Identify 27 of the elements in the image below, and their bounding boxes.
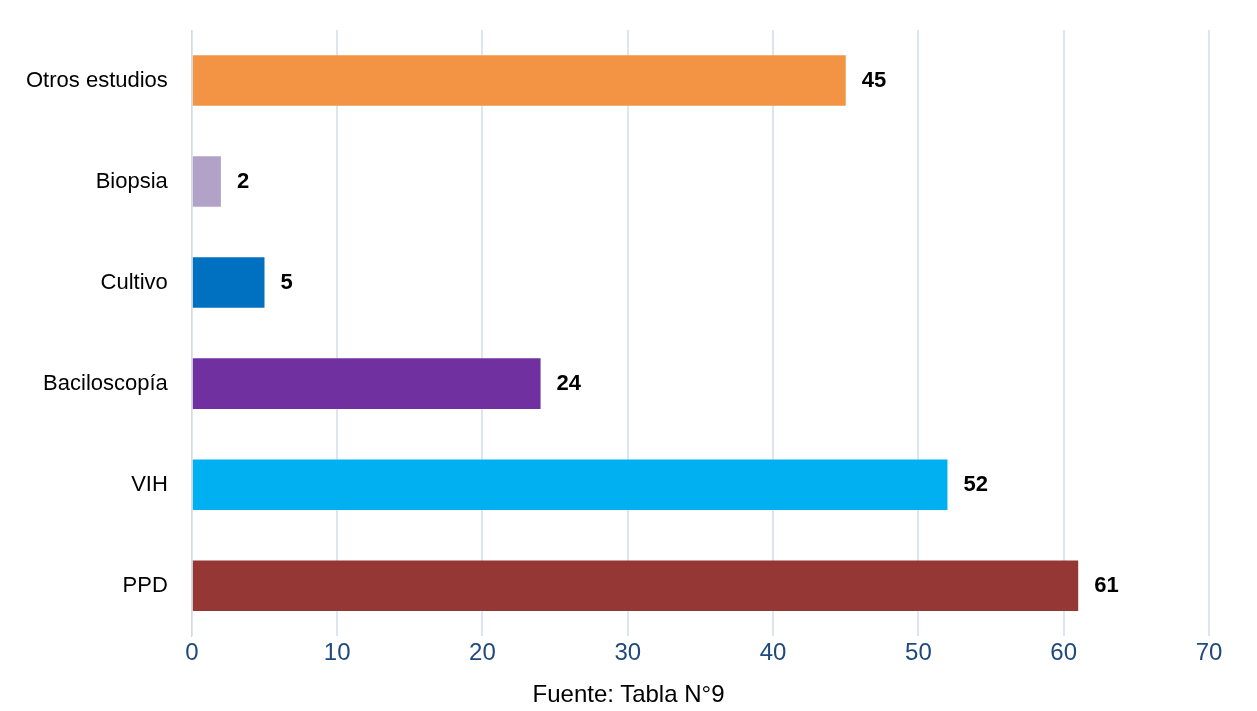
y-tick-label: VIH xyxy=(131,470,168,496)
x-tick-label: 10 xyxy=(323,638,351,666)
x-tick-label: 50 xyxy=(905,638,932,666)
data-label: 5 xyxy=(280,268,293,294)
y-tick-label: Otros estudios xyxy=(26,66,168,92)
x-tick-label: 0 xyxy=(185,638,199,666)
bar xyxy=(192,459,948,510)
y-tick-label: Baciloscopía xyxy=(43,369,169,395)
bar xyxy=(192,257,265,308)
data-label: 52 xyxy=(963,470,988,496)
y-tick-label: Cultivo xyxy=(100,268,168,294)
bar xyxy=(192,358,541,409)
data-label: 61 xyxy=(1094,571,1119,597)
bar xyxy=(192,560,1079,611)
y-tick-label: PPD xyxy=(122,571,168,597)
x-tick-label: 30 xyxy=(614,638,642,666)
data-label: 24 xyxy=(556,369,582,395)
data-label: 45 xyxy=(861,66,887,92)
x-tick-label: 20 xyxy=(469,638,496,666)
x-tick-label: 60 xyxy=(1050,638,1078,666)
source-note: Fuente: Tabla N°9 xyxy=(532,679,725,707)
x-tick-label: 70 xyxy=(1195,638,1223,666)
x-tick-label: 40 xyxy=(759,638,787,666)
data-label: 2 xyxy=(236,167,250,193)
bar xyxy=(192,156,221,207)
bar xyxy=(192,55,846,106)
y-tick-label: Biopsia xyxy=(95,167,169,193)
